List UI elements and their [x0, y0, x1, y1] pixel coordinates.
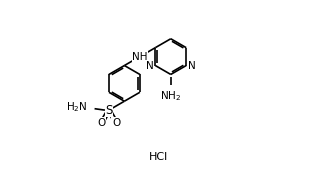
Text: NH: NH	[132, 52, 148, 62]
Text: N: N	[188, 61, 195, 70]
Text: NH$_2$: NH$_2$	[160, 89, 181, 103]
Text: H$_2$N: H$_2$N	[66, 100, 87, 114]
Text: O: O	[112, 118, 120, 128]
Text: HCl: HCl	[149, 152, 169, 162]
Text: N: N	[146, 61, 154, 70]
Text: S: S	[105, 104, 113, 117]
Text: O: O	[98, 118, 106, 128]
